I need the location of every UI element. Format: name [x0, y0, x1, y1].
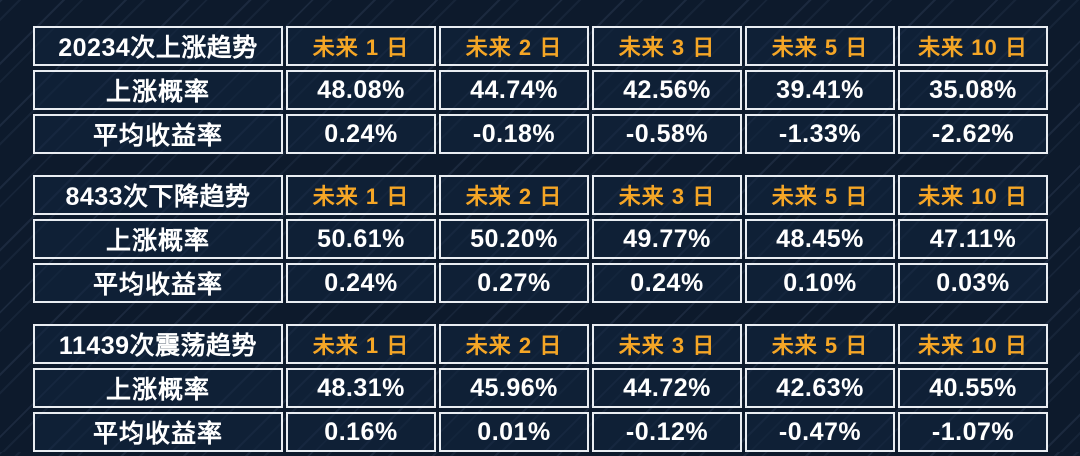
- column-header-future-3d: 未来 3 日: [592, 324, 742, 364]
- column-header-future-10d: 未来 10 日: [898, 175, 1048, 215]
- value-cell: 39.41%: [745, 70, 895, 110]
- probability-row: 上涨概率 50.61% 50.20% 49.77% 48.45% 47.11%: [33, 219, 1048, 259]
- table-header-row: 11439次震荡趋势 未来 1 日 未来 2 日 未来 3 日 未来 5 日 未…: [33, 324, 1048, 364]
- value-cell: -0.12%: [592, 412, 742, 452]
- probability-row: 上涨概率 48.31% 45.96% 44.72% 42.63% 40.55%: [33, 368, 1048, 408]
- value-cell: -0.58%: [592, 114, 742, 154]
- value-cell: 45.96%: [439, 368, 589, 408]
- column-header-future-2d: 未来 2 日: [439, 324, 589, 364]
- column-header-future-5d: 未来 5 日: [745, 175, 895, 215]
- table-title: 8433次下降趋势: [33, 175, 283, 215]
- value-cell: -0.47%: [745, 412, 895, 452]
- value-cell: 44.74%: [439, 70, 589, 110]
- value-cell: 44.72%: [592, 368, 742, 408]
- column-header-future-1d: 未来 1 日: [286, 26, 436, 66]
- value-cell: 0.24%: [286, 114, 436, 154]
- value-cell: 35.08%: [898, 70, 1048, 110]
- value-cell: 42.63%: [745, 368, 895, 408]
- value-cell: 48.31%: [286, 368, 436, 408]
- avg-return-row: 平均收益率 0.24% -0.18% -0.58% -1.33% -2.62%: [33, 114, 1048, 154]
- column-header-future-1d: 未来 1 日: [286, 324, 436, 364]
- value-cell: 42.56%: [592, 70, 742, 110]
- value-cell: 0.24%: [286, 263, 436, 303]
- avg-return-row: 平均收益率 0.16% 0.01% -0.12% -0.47% -1.07%: [33, 412, 1048, 452]
- row-label: 平均收益率: [33, 263, 283, 303]
- probability-row: 上涨概率 48.08% 44.74% 42.56% 39.41% 35.08%: [33, 70, 1048, 110]
- table-title: 11439次震荡趋势: [33, 324, 283, 364]
- column-header-future-2d: 未来 2 日: [439, 26, 589, 66]
- column-header-future-3d: 未来 3 日: [592, 175, 742, 215]
- value-cell: 48.08%: [286, 70, 436, 110]
- value-cell: 47.11%: [898, 219, 1048, 259]
- value-cell: 0.10%: [745, 263, 895, 303]
- value-cell: 0.27%: [439, 263, 589, 303]
- value-cell: 0.16%: [286, 412, 436, 452]
- value-cell: -1.07%: [898, 412, 1048, 452]
- value-cell: 48.45%: [745, 219, 895, 259]
- value-cell: 0.24%: [592, 263, 742, 303]
- column-header-future-2d: 未来 2 日: [439, 175, 589, 215]
- value-cell: 50.61%: [286, 219, 436, 259]
- table-title: 20234次上涨趋势: [33, 26, 283, 66]
- row-label: 平均收益率: [33, 412, 283, 452]
- column-header-future-5d: 未来 5 日: [745, 324, 895, 364]
- column-header-future-1d: 未来 1 日: [286, 175, 436, 215]
- row-label: 上涨概率: [33, 368, 283, 408]
- row-label: 上涨概率: [33, 70, 283, 110]
- table-header-row: 8433次下降趋势 未来 1 日 未来 2 日 未来 3 日 未来 5 日 未来…: [33, 175, 1048, 215]
- value-cell: 0.01%: [439, 412, 589, 452]
- trend-table-sideways: 11439次震荡趋势 未来 1 日 未来 2 日 未来 3 日 未来 5 日 未…: [30, 320, 1051, 456]
- row-label: 上涨概率: [33, 219, 283, 259]
- value-cell: 0.03%: [898, 263, 1048, 303]
- avg-return-row: 平均收益率 0.24% 0.27% 0.24% 0.10% 0.03%: [33, 263, 1048, 303]
- value-cell: 40.55%: [898, 368, 1048, 408]
- value-cell: 49.77%: [592, 219, 742, 259]
- value-cell: 50.20%: [439, 219, 589, 259]
- value-cell: -1.33%: [745, 114, 895, 154]
- value-cell: -2.62%: [898, 114, 1048, 154]
- column-header-future-3d: 未来 3 日: [592, 26, 742, 66]
- table-header-row: 20234次上涨趋势 未来 1 日 未来 2 日 未来 3 日 未来 5 日 未…: [33, 26, 1048, 66]
- value-cell: -0.18%: [439, 114, 589, 154]
- column-header-future-10d: 未来 10 日: [898, 324, 1048, 364]
- column-header-future-5d: 未来 5 日: [745, 26, 895, 66]
- trend-table-downtrend: 8433次下降趋势 未来 1 日 未来 2 日 未来 3 日 未来 5 日 未来…: [30, 171, 1051, 307]
- row-label: 平均收益率: [33, 114, 283, 154]
- trend-table-uptrend: 20234次上涨趋势 未来 1 日 未来 2 日 未来 3 日 未来 5 日 未…: [30, 22, 1051, 158]
- column-header-future-10d: 未来 10 日: [898, 26, 1048, 66]
